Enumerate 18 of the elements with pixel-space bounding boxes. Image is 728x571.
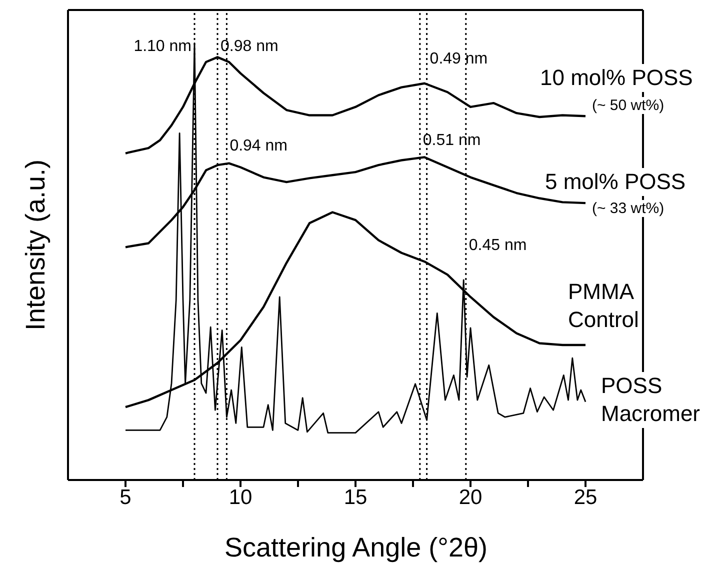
series-label: PMMA Control: [568, 278, 639, 334]
series-label: 10 mol% POSS: [540, 64, 693, 92]
y-axis-title: Intensity (a.u.): [20, 159, 52, 331]
series-label: 5 mol% POSS: [545, 168, 686, 196]
x-tick-label: 15: [344, 486, 368, 509]
x-tick-label: 10: [228, 486, 252, 509]
annotation: (~ 50 wt%): [592, 97, 664, 114]
annotation: (~ 33 wt%): [592, 200, 664, 217]
annotation: 0.98 nm: [220, 38, 278, 56]
x-axis-title: Scattering Angle (°2θ): [224, 532, 488, 564]
annotation: 1.10 nm: [134, 38, 192, 56]
x-tick-label: 25: [574, 486, 598, 509]
annotation: 0.49 nm: [430, 50, 488, 68]
annotation: 0.94 nm: [230, 138, 288, 155]
x-tick-label: 20: [458, 486, 482, 509]
x-tick-label: 5: [120, 486, 132, 509]
series-label: POSS Macromer: [601, 372, 700, 428]
annotation: 0.45 nm: [468, 236, 527, 254]
